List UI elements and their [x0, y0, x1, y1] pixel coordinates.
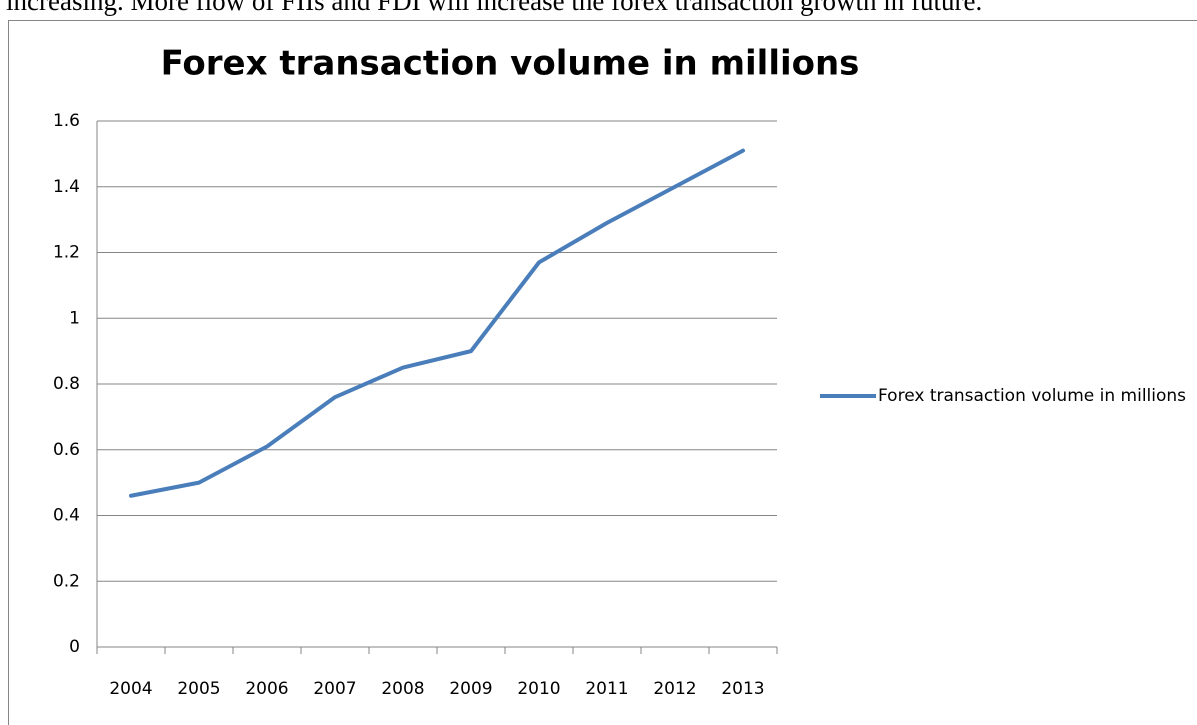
y-tick-label: 1.6	[53, 111, 80, 131]
x-tick-label: 2007	[313, 679, 356, 699]
x-tick-label: 2009	[449, 679, 492, 699]
x-tick-label: 2013	[721, 679, 764, 699]
x-tick-label: 2008	[381, 679, 424, 699]
y-tick-label: 0.2	[53, 571, 80, 591]
y-tick-label: 1	[69, 308, 80, 328]
x-tick-label: 2006	[245, 679, 288, 699]
y-tick-label: 0.4	[53, 506, 80, 526]
y-tick-label: 0	[69, 637, 80, 657]
x-tick-label: 2004	[109, 679, 152, 699]
legend-label: Forex transaction volume in millions	[878, 386, 1187, 406]
x-tick-label: 2005	[177, 679, 220, 699]
chart-title: Forex transaction volume in millions	[161, 44, 860, 84]
document-text: increasing. More flow of FIIs and FDI wi…	[6, 0, 983, 16]
y-tick-label: 1.4	[53, 177, 80, 197]
chart-border	[8, 20, 1197, 725]
x-tick-label: 2011	[585, 679, 628, 699]
series-line	[129, 148, 745, 498]
x-tick-label: 2010	[517, 679, 560, 699]
x-tick-label: 2012	[653, 679, 696, 699]
y-tick-label: 1.2	[53, 243, 80, 263]
y-tick-label: 0.8	[53, 374, 80, 394]
y-tick-label: 0.6	[53, 440, 80, 460]
